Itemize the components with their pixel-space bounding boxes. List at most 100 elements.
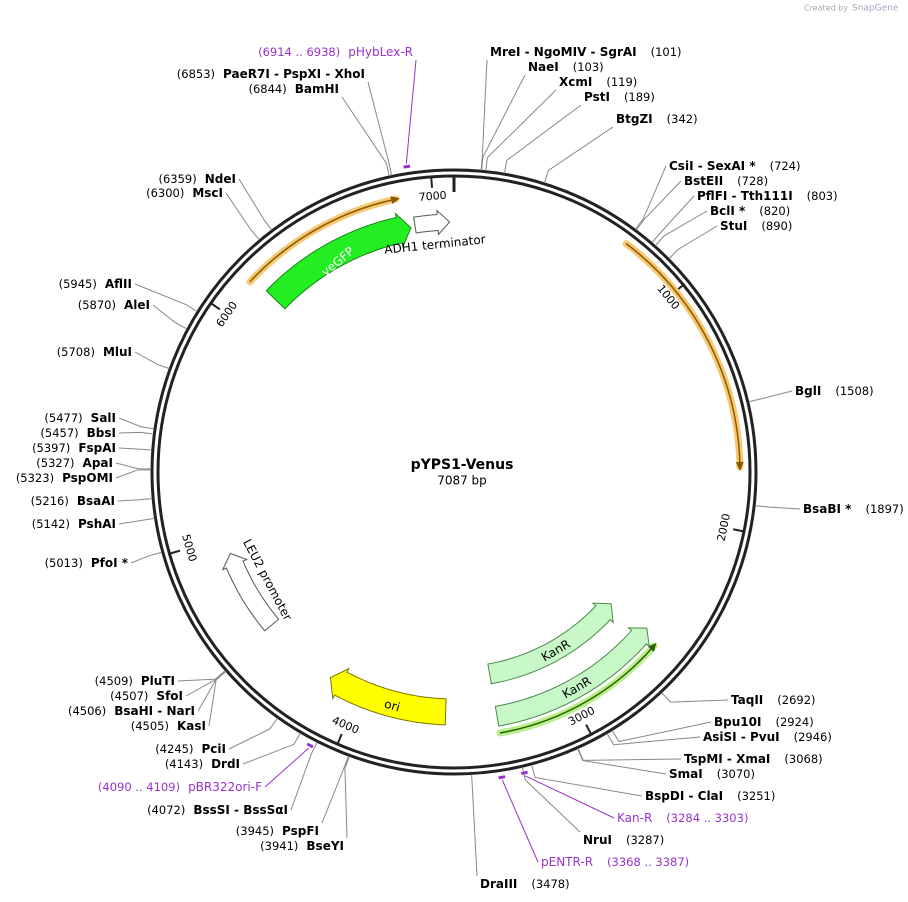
orf-highlight-head <box>390 196 400 205</box>
site-name: MluI <box>103 345 132 359</box>
tick-mark <box>210 302 221 311</box>
site-position: (3287) <box>626 833 664 847</box>
site-name: PshAI <box>78 517 116 531</box>
site-label: (6359) NdeI <box>159 172 237 186</box>
site-position: (3251) <box>737 789 775 803</box>
site-label: (5457) BbsI <box>40 426 116 440</box>
leader-line <box>242 732 301 765</box>
leader-line <box>635 165 667 230</box>
site-label: (4507) SfoI <box>110 689 183 703</box>
credit: Created by <box>804 4 848 13</box>
site-name: BtgZI <box>616 112 653 126</box>
primer-mark <box>520 770 528 776</box>
site-position: (5397) <box>32 441 70 455</box>
site-name: Bpu10I <box>714 715 761 729</box>
site-name: PluTI <box>141 674 175 688</box>
leader-line <box>118 447 152 451</box>
tick-label: 7000 <box>418 189 447 204</box>
tick-label: 2000 <box>715 512 733 542</box>
site-label: (4505) KasI <box>131 719 206 733</box>
site-position: (2692) <box>777 693 815 707</box>
leader-line <box>748 390 793 403</box>
site-label: (3945) PspFI <box>236 824 319 838</box>
site-label: (4509) PluTI <box>95 674 175 688</box>
primer-range: (4090 .. 4109) <box>98 780 180 794</box>
site-label: (5323) PspOMI <box>16 471 113 485</box>
site-label: NruI (3287) <box>583 833 664 847</box>
site-name: PspOMI <box>62 471 113 485</box>
primer-range: (6914 .. 6938) <box>258 45 340 59</box>
site-name: TaqII <box>731 693 763 707</box>
site-position: (5477) <box>44 411 82 425</box>
site-name: KasI <box>177 719 206 733</box>
leader-line <box>531 764 643 797</box>
site-name: PspFI <box>282 824 319 838</box>
site-name: TspMI - XmaI <box>684 752 770 766</box>
site-position: (6844) <box>248 82 286 96</box>
site-position: (803) <box>807 189 838 203</box>
site-position: (103) <box>573 60 604 74</box>
site-name: BclI * <box>710 204 746 218</box>
site-label: (5870) AleI <box>78 298 150 312</box>
primer-label: (6914 .. 6938) pHybLex-R <box>258 45 413 59</box>
site-position: (5013) <box>45 556 83 570</box>
site-position: (3478) <box>531 877 569 891</box>
leader-line <box>177 670 226 682</box>
leader-line <box>152 304 188 330</box>
site-label: (4245) PciI <box>155 742 226 756</box>
site-name: BsaBI * <box>803 502 852 516</box>
site-name: BsaAI <box>77 494 115 508</box>
primer-mark <box>498 775 506 780</box>
leader-line <box>321 755 349 824</box>
site-name: CsiI - SexAI * <box>669 159 756 173</box>
leader-line <box>543 126 614 183</box>
site-name: BsaHI - NarI <box>114 704 195 718</box>
brand[interactable]: SnapGene <box>852 4 899 14</box>
leader-line <box>115 469 152 479</box>
site-name: BspDI - ClaI <box>645 789 723 803</box>
leader-line <box>655 210 708 246</box>
site-position: (4507) <box>110 689 148 703</box>
leader-line <box>117 498 153 502</box>
site-position: (4506) <box>68 704 106 718</box>
site-name: ApaI <box>83 456 113 470</box>
primer-mark <box>306 742 314 749</box>
leader-line <box>577 748 667 775</box>
plasmid-length: 7087 bp <box>437 474 487 488</box>
site-label: CsiI - SexAI * (724) <box>669 159 801 173</box>
primer-name: pBR322ori-F <box>188 780 262 794</box>
site-name: MreI - NgoMIV - SgrAI <box>490 45 637 59</box>
orf-highlight <box>499 645 655 734</box>
site-label: (5216) BsaAI <box>31 494 115 508</box>
site-position: (342) <box>667 112 698 126</box>
primer-leader <box>264 747 310 788</box>
site-position: (5216) <box>31 494 69 508</box>
leader-line <box>118 417 155 430</box>
leader-line <box>606 733 701 746</box>
leader-line <box>185 670 226 697</box>
site-position: (2946) <box>794 730 832 744</box>
site-label: (5397) FspAI <box>32 441 116 455</box>
site-position: (5945) <box>59 277 97 291</box>
site-position: (1508) <box>835 384 873 398</box>
site-label: (5945) AflII <box>59 277 132 291</box>
leader-line <box>290 742 318 811</box>
site-name: PflFI - Tth111I <box>697 189 793 203</box>
leader-line <box>208 671 227 727</box>
leader-line <box>367 81 393 176</box>
site-name: AleI <box>124 298 150 312</box>
site-label: DraIII (3478) <box>480 877 570 891</box>
feature-arrow <box>221 552 280 632</box>
site-position: (101) <box>651 45 682 59</box>
site-label: (5013) PfoI * <box>45 556 129 570</box>
feature-arrow <box>487 602 614 685</box>
leader-line <box>118 431 154 435</box>
site-name: PfoI * <box>91 556 129 570</box>
primer-leader <box>405 59 417 164</box>
leader-line <box>611 721 712 743</box>
site-label: BtgZI (342) <box>616 112 698 126</box>
primer-label: pENTR-R (3368 .. 3387) <box>541 855 689 869</box>
leader-line <box>344 756 350 839</box>
leader-line <box>115 462 152 470</box>
